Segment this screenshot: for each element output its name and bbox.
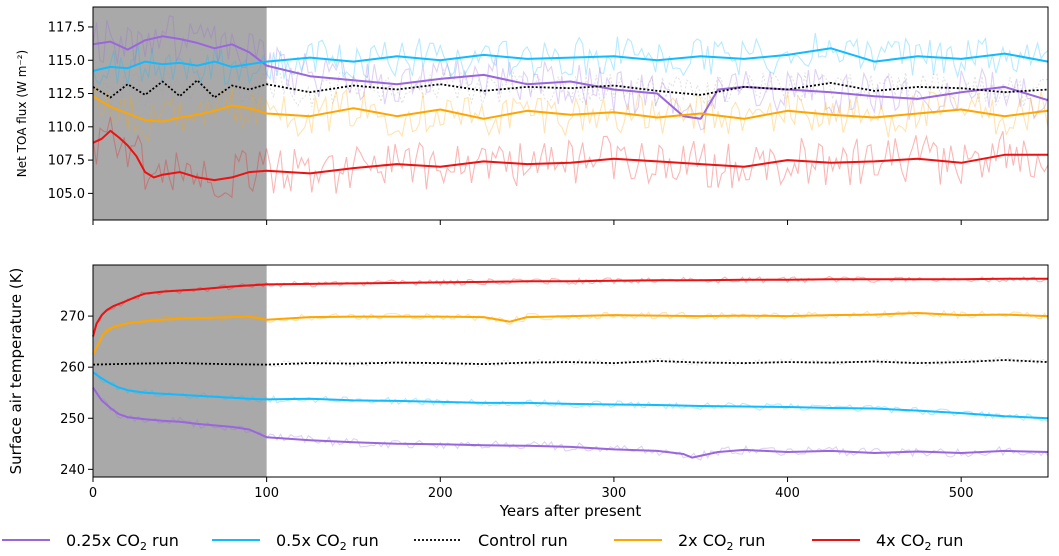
legend-item-d: 2x CO2 run [614,531,765,553]
y-tick-label: 105.0 [48,187,85,202]
y-tick-label: 250 [60,412,85,427]
legend-item-h: 0.5x CO2 run [212,531,379,553]
series-line-q [92,35,1049,120]
series-annual-trace-c [92,67,1049,114]
y-tick-label: 110.0 [48,120,85,135]
shaded-spinup-region [93,7,267,220]
x-tick-label: 300 [601,486,626,501]
legend-item-f: 4x CO2 run [812,531,963,553]
series-annual-trace-h [92,32,1049,86]
legend-label: 4x CO2 run [876,531,963,553]
x-tick-label: 400 [775,486,800,501]
series-line-h [92,47,1049,72]
legend-label: 0.25x CO2 run [66,531,179,553]
y-tick-label: 115.0 [48,54,85,69]
axes-frame [92,264,1049,478]
legend-item-c: Control run [414,531,568,550]
legend: 0.25x CO2 run 0.5x CO2 run Control run 2x C… [2,531,963,553]
x-tick-label: 200 [428,486,453,501]
series-line-d [92,312,1049,355]
series-line-f [92,277,1048,337]
x-tick-label: 0 [89,486,97,501]
shaded-spinup-region [93,265,267,477]
series-line-f [92,129,1048,182]
series-line-q [92,387,1049,459]
y-tick-label: 240 [60,463,85,478]
y-axis-label: Surface air temperature (K) [7,268,25,475]
top-panel-net-toa-flux: 105.0 107.5 110.0 112.5 115.0 117.5 Net TOA fl… [15,6,1049,225]
series-annual-trace-q [92,15,1049,131]
y-tick-label: 117.5 [48,20,85,35]
y-tick-label: 107.5 [48,154,85,169]
x-tick-label: 100 [254,486,279,501]
bottom-panel-surface-air-temperature: 0 100 200 300 400 500 240 250 260 270 Surface air … [7,264,1049,520]
legend-label: 0.5x CO2 run [276,531,379,553]
y-tick-label: 270 [60,310,85,325]
y-tick-label: 260 [60,361,85,376]
legend-item-q: 0.25x CO2 run [2,531,179,553]
legend-label: Control run [478,531,568,550]
y-tick-label: 112.5 [48,87,85,102]
series-annual-trace-f [92,116,1049,199]
x-tick-label: 500 [949,486,974,501]
series-line-d [92,95,1049,123]
series-line-h [92,371,1049,420]
x-axis-label: Years after present [499,502,642,520]
series-line-c [92,359,1049,366]
y-axis-label: Net TOA flux (W m⁻²) [15,50,29,177]
series-annual-trace-d [92,85,1049,142]
axes-frame [92,6,1049,221]
legend-label: 2x CO2 run [678,531,765,553]
